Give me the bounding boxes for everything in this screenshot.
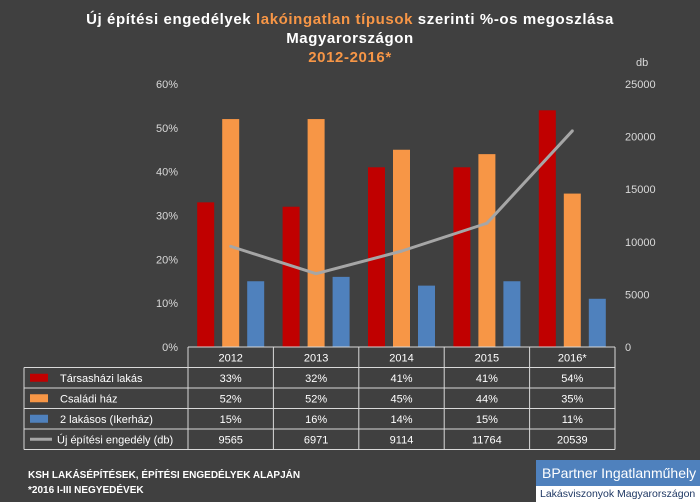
data-label: 9114 xyxy=(390,434,414,446)
y-left-tick-label: 10% xyxy=(156,298,178,310)
data-label: 15% xyxy=(220,414,242,426)
title-highlight: lakóingatlan típusok xyxy=(256,11,414,28)
data-label: 15% xyxy=(476,414,498,426)
data-label: 44% xyxy=(476,393,498,405)
bar xyxy=(563,193,581,347)
brand-name: BPartner Ingatlanműhely xyxy=(536,460,700,486)
bar xyxy=(222,119,240,347)
bar xyxy=(478,154,496,347)
line-point xyxy=(570,129,574,133)
brand-logo: BPartner Ingatlanműhely Lakásviszonyok M… xyxy=(536,460,700,502)
line-point xyxy=(229,244,233,248)
y-right-tick-label: 0 xyxy=(625,342,631,354)
bar xyxy=(282,206,300,347)
y-right-tick-label: 10000 xyxy=(625,237,656,249)
y-right-tick-label: 20000 xyxy=(625,132,656,144)
brand-tagline: Lakásviszonyok Magyarországon xyxy=(536,486,700,502)
data-label: 11764 xyxy=(472,434,502,446)
title-line-2: Magyarországon xyxy=(286,30,414,47)
data-label: 20539 xyxy=(557,434,588,446)
legend-swatch xyxy=(30,394,48,403)
data-label: 9565 xyxy=(218,434,242,446)
line-point xyxy=(400,249,403,253)
legend-label: 2 lakásos (Ikerház) xyxy=(60,414,153,426)
bar xyxy=(418,285,435,347)
data-label: 16% xyxy=(305,414,327,426)
x-tick-label: 2012 xyxy=(218,352,242,364)
y-right-tick-label: 25000 xyxy=(625,79,656,91)
data-label: 45% xyxy=(390,393,412,405)
y-right-unit-label: db xyxy=(636,57,648,69)
data-label: 33% xyxy=(220,373,242,385)
x-tick-label: 2016* xyxy=(558,352,587,364)
chart-title: Új építési engedélyek lakóingatlan típus… xyxy=(0,10,700,67)
bar xyxy=(503,281,521,347)
data-label: 32% xyxy=(305,373,327,385)
title-line-1: Új építési engedélyek lakóingatlan típus… xyxy=(0,10,700,29)
bar xyxy=(538,110,556,347)
data-label: 41% xyxy=(390,373,412,385)
legend-swatch xyxy=(30,373,48,382)
x-tick-label: 2013 xyxy=(304,352,328,364)
legend-label: Társasházi lakás xyxy=(60,373,143,385)
data-label: 35% xyxy=(561,393,583,405)
bar xyxy=(453,167,471,347)
source-note: KSH LAKÁSÉPÍTÉSEK, ÉPÍTÉSI ENGEDÉLYEK AL… xyxy=(28,468,300,498)
y-right-tick-label: 5000 xyxy=(625,289,649,301)
data-label: 14% xyxy=(390,414,412,426)
data-label: 41% xyxy=(476,373,498,385)
title-part-2: szerinti %-os megoszlása xyxy=(413,11,614,28)
chart: 0% 10% 20% 30% 40% 50% 60% 0 5000 10000 15000 20000… xyxy=(23,57,656,450)
y-left-tick-label: 40% xyxy=(156,167,178,179)
data-label: 52% xyxy=(305,393,327,405)
y-left-tick-label: 30% xyxy=(156,211,178,223)
period-note: *2016 I-III NEGYEDÉVEK xyxy=(28,485,144,496)
bar xyxy=(247,281,265,347)
y-right-tick-label: 15000 xyxy=(625,184,656,196)
bar xyxy=(197,202,215,347)
y-left-tick-label: 20% xyxy=(156,254,178,266)
bar xyxy=(332,276,350,347)
bar xyxy=(393,149,410,347)
data-label: 52% xyxy=(220,393,242,405)
legend-label: Új építési engedély (db) xyxy=(57,433,173,446)
title-line-3: 2012-2016* xyxy=(308,49,392,66)
y-left-tick-label: 0% xyxy=(162,342,178,354)
source-line: KSH LAKÁSÉPÍTÉSEK, ÉPÍTÉSI ENGEDÉLYEK AL… xyxy=(28,470,301,481)
data-label: 11% xyxy=(562,414,583,426)
y-left-tick-label: 50% xyxy=(156,123,178,135)
y-left-tick-label: 60% xyxy=(156,79,178,91)
line-point xyxy=(314,272,318,276)
data-label: 6971 xyxy=(304,434,328,446)
line-point xyxy=(485,221,489,225)
data-label: 54% xyxy=(561,373,583,385)
legend-label: Családi ház xyxy=(60,393,117,405)
x-tick-label: 2015 xyxy=(475,352,499,364)
bar xyxy=(588,298,606,347)
x-tick-label: 2014 xyxy=(389,352,413,364)
title-part-1: Új építési engedélyek xyxy=(86,11,256,28)
bar xyxy=(307,119,325,347)
legend-swatch xyxy=(30,414,48,423)
